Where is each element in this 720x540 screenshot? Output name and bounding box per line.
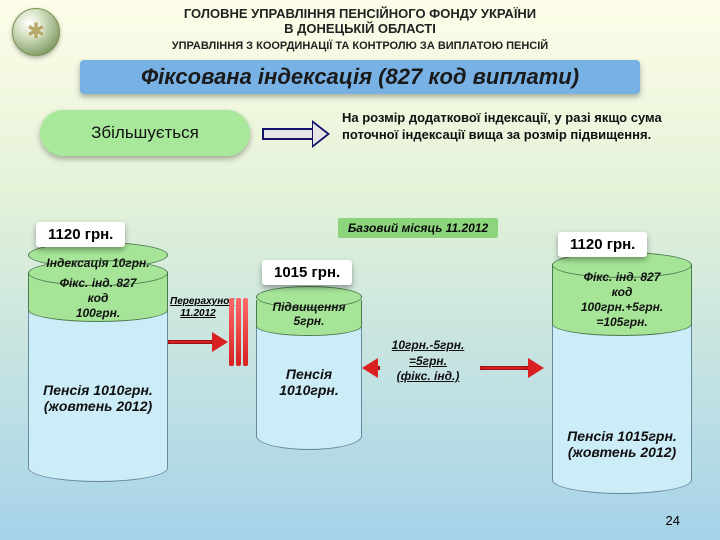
cyl1-body-label: Пенсія 1010грн. (жовтень 2012) <box>28 382 168 414</box>
base-month-badge: Базовий місяць 11.2012 <box>338 218 498 238</box>
arrow-red-3-icon <box>480 358 544 378</box>
cyl3-body-label: Пенсія 1015грн. (жовтень 2012) <box>552 428 692 460</box>
pension-fund-logo-icon <box>12 8 60 56</box>
increase-row: Збільшується На розмір додаткової індекс… <box>40 110 720 156</box>
increase-description: На розмір додаткової індексації, у разі … <box>342 110 662 144</box>
cyl2-badge: 1015 грн. <box>262 260 352 285</box>
calc-text: 10грн.-5грн. =5грн. (фікс. інд.) <box>378 338 478 385</box>
slide-title: Фіксована індексація (827 код виплати) <box>80 60 640 94</box>
cyl2-body-label: Пенсія 1010грн. <box>256 366 362 398</box>
arrow-red-1-icon <box>168 332 228 352</box>
recalc-annotation: Перерахунок 11.2012 <box>170 296 226 320</box>
cyl3-badge: 1120 грн. <box>558 232 647 257</box>
cyl2-band-label: Підвищення 5грн. <box>256 300 362 329</box>
increase-oval: Збільшується <box>40 110 250 156</box>
header-line3: УПРАВЛІННЯ З КООРДИНАЦІЇ ТА КОНТРОЛЮ ЗА … <box>0 40 720 52</box>
cylinder-after: Фікс. інд. 827 код 100грн.+5грн. =105грн… <box>552 258 692 494</box>
cyl3-band-label: Фікс. інд. 827 код 100грн.+5грн. =105грн… <box>552 270 692 330</box>
vertical-bars-icon <box>228 298 249 366</box>
arrow-right-icon <box>262 120 330 148</box>
cyl1-band-label: Фікс. інд. 827 код 100грн. <box>28 276 168 321</box>
page-number: 24 <box>666 513 680 528</box>
header-block: ГОЛОВНЕ УПРАВЛІННЯ ПЕНСІЙНОГО ФОНДУ УКРА… <box>0 0 720 52</box>
header-line2: В ДОНЕЦЬКІЙ ОБЛАСТІ <box>0 21 720 36</box>
cylinder-middle: Підвищення 5грн. Пенсія 1010грн. <box>256 290 362 450</box>
header-line1: ГОЛОВНЕ УПРАВЛІННЯ ПЕНСІЙНОГО ФОНДУ УКРА… <box>0 6 720 21</box>
cyl1-badge: 1120 грн. <box>36 222 125 247</box>
cylinder-before: Індексація 10грн. Фікс. інд. 827 код 100… <box>28 252 168 482</box>
cyl1-cap-label: Індексація 10грн. <box>28 256 168 270</box>
